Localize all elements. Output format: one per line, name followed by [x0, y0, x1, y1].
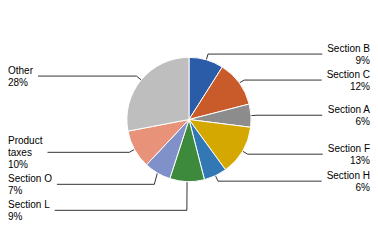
svg-text:taxes: taxes — [8, 147, 32, 158]
svg-text:9%: 9% — [8, 211, 23, 222]
svg-text:Section C: Section C — [327, 69, 370, 80]
svg-text:6%: 6% — [356, 182, 371, 193]
svg-text:Section O: Section O — [8, 173, 52, 184]
svg-text:Section H: Section H — [327, 170, 370, 181]
svg-text:6%: 6% — [356, 116, 371, 127]
svg-text:28%: 28% — [8, 77, 28, 88]
svg-text:Section B: Section B — [327, 43, 370, 54]
svg-text:Section F: Section F — [328, 143, 370, 154]
svg-text:13%: 13% — [350, 155, 370, 166]
svg-text:10%: 10% — [8, 159, 28, 170]
svg-text:Section A: Section A — [328, 104, 371, 115]
svg-text:Other: Other — [8, 65, 34, 76]
svg-text:Product: Product — [8, 135, 43, 146]
svg-text:7%: 7% — [8, 185, 23, 196]
svg-text:12%: 12% — [350, 81, 370, 92]
svg-text:Section L: Section L — [8, 199, 50, 210]
svg-text:9%: 9% — [356, 55, 371, 66]
